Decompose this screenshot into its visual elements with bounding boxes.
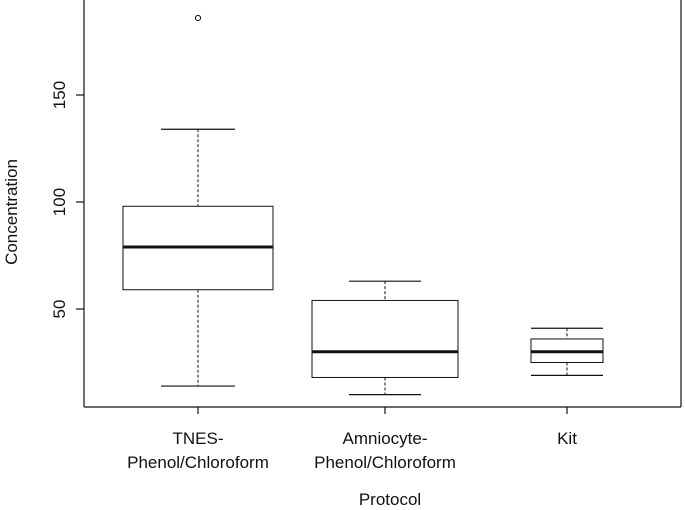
y-tick-label-50: 50 bbox=[50, 300, 69, 319]
outlier-point-1 bbox=[194, 14, 202, 22]
y-axis-title: Concentration bbox=[2, 159, 21, 265]
boxes bbox=[122, 14, 604, 396]
x-axis-title: Protocol bbox=[359, 490, 421, 509]
plot-frame bbox=[83, 0, 682, 408]
category-label-1-line-2: Phenol/Chloroform bbox=[127, 453, 269, 472]
y-tick-label-100: 100 bbox=[50, 188, 69, 216]
box-iqr bbox=[311, 299, 459, 378]
category-label-1-line-1: TNES- bbox=[173, 429, 224, 448]
box-3 bbox=[530, 327, 604, 376]
y-tick-label-150: 150 bbox=[50, 81, 69, 109]
category-label-2-line-2: Phenol/Chloroform bbox=[314, 453, 456, 472]
category-label-3-line-1: Kit bbox=[557, 429, 577, 448]
box-1 bbox=[122, 14, 274, 387]
box-2 bbox=[311, 280, 459, 396]
y-axis: 50 100 150 bbox=[50, 81, 84, 319]
x-axis-labels: TNES- Phenol/Chloroform Amniocyte- Phenol/C… bbox=[127, 407, 577, 472]
category-label-2-line-1: Amniocyte- bbox=[342, 429, 427, 448]
